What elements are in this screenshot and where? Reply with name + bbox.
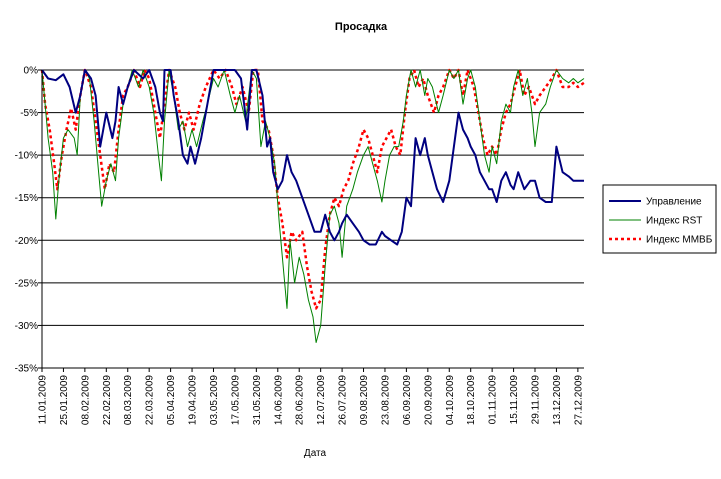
y-tick-label: 0% (24, 66, 39, 77)
x-tick-label: 03.05.2009 (209, 375, 220, 425)
y-tick-label: -25% (15, 278, 38, 289)
x-tick-label: 31.05.2009 (252, 375, 263, 425)
legend-label-2: Индекс ММВБ (646, 235, 713, 246)
x-tick-label: 28.06.2009 (295, 375, 306, 425)
x-tick-label: 14.06.2009 (273, 375, 284, 425)
x-tick-label: 13.12.2009 (552, 375, 563, 425)
x-axis-tick-labels: 11.01.2009 25.01.2009 08.02.2009 22.02.2009… (38, 368, 584, 425)
x-axis-title: Дата (304, 448, 327, 459)
y-tick-label: -35% (15, 364, 38, 375)
x-tick-label: 06.09.2009 (402, 375, 413, 425)
x-tick-label: 01.11.2009 (488, 375, 499, 425)
y-tick-label: -15% (15, 193, 38, 204)
x-tick-label: 18.10.2009 (466, 375, 477, 425)
y-tick-label: -5% (20, 108, 38, 119)
legend-label-1: Индекс RST (646, 216, 702, 227)
horizontal-gridlines (42, 69, 584, 369)
x-tick-label: 23.08.2009 (380, 375, 391, 425)
x-tick-label: 05.04.2009 (166, 375, 177, 425)
x-tick-label: 27.12.2009 (573, 375, 584, 425)
series-line-0 (41, 69, 584, 246)
x-tick-label: 04.10.2009 (445, 375, 456, 425)
chart-legend: Управление Индекс RST Индекс ММВБ (602, 184, 717, 254)
x-tick-label: 22.02.2009 (102, 375, 113, 425)
x-tick-label: 12.07.2009 (316, 375, 327, 425)
axes (38, 69, 584, 369)
legend-box (602, 184, 717, 254)
y-tick-label: -30% (15, 321, 38, 332)
x-tick-label: 08.03.2009 (123, 375, 134, 425)
y-axis-tick-labels: 0% -5% -10% -15% -20% -25% -30% -35% (15, 66, 38, 375)
x-tick-label: 15.11.2009 (509, 375, 520, 425)
x-tick-label: 11.01.2009 (38, 375, 49, 425)
x-tick-label: 17.05.2009 (230, 375, 241, 425)
y-tick-label: -20% (15, 236, 38, 247)
x-tick-label: 22.03.2009 (145, 375, 156, 425)
legend-label-0: Управление (646, 197, 702, 208)
chart-title: Просадка (335, 21, 388, 33)
y-tick-label: -10% (15, 151, 38, 162)
series-lines (40, 68, 585, 343)
x-tick-label: 29.11.2009 (531, 375, 542, 425)
x-tick-label: 09.08.2009 (359, 375, 370, 425)
x-tick-label: 26.07.2009 (338, 375, 349, 425)
x-tick-label: 08.02.2009 (80, 375, 91, 425)
x-tick-label: 19.04.2009 (188, 375, 199, 425)
x-tick-label: 25.01.2009 (59, 375, 70, 425)
x-tick-label: 20.09.2009 (423, 375, 434, 425)
series-line-1 (41, 69, 585, 343)
series-line-2 (40, 68, 585, 310)
